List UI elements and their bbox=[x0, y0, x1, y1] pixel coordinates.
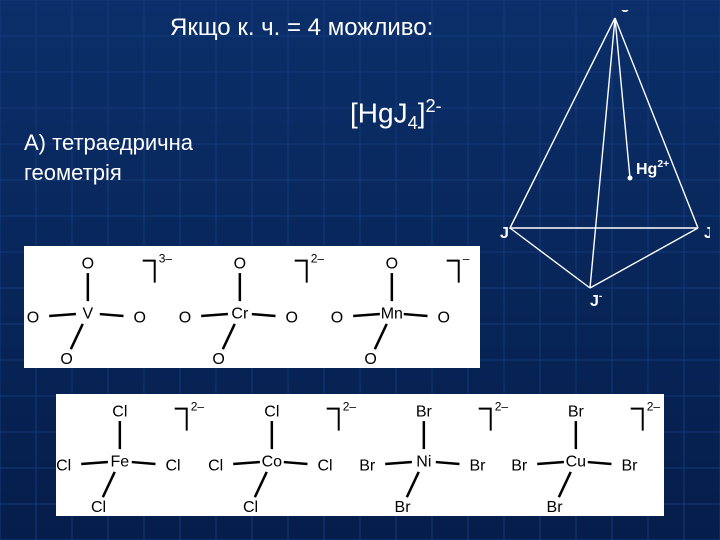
complex-formula: [HgJ4]2- bbox=[350, 96, 442, 134]
tetra-label-base_f: J- bbox=[590, 291, 603, 310]
halide-anion-row: Fe Cl Cl Cl Cl 2– Co Cl Cl Cl Cl 2– Ni Br Br Br Br 2– Cu Br… bbox=[56, 394, 664, 516]
svg-text:Cl: Cl bbox=[56, 457, 71, 474]
svg-text:Cu: Cu bbox=[566, 454, 586, 471]
svg-text:Br: Br bbox=[416, 404, 433, 421]
svg-text:Co: Co bbox=[262, 454, 283, 471]
svg-text:O: O bbox=[234, 256, 246, 273]
svg-text:Cl: Cl bbox=[264, 404, 279, 421]
svg-text:O: O bbox=[364, 351, 376, 368]
oxo-anion-row-item-v: V O O O O 3– bbox=[24, 246, 176, 368]
svg-text:O: O bbox=[437, 309, 449, 326]
tetra-label-base_r: J- bbox=[704, 223, 710, 242]
svg-text:Br: Br bbox=[360, 457, 376, 474]
tetra-label-center: Hg2+ bbox=[636, 159, 669, 178]
svg-text:2–: 2– bbox=[191, 400, 205, 414]
svg-text:–: – bbox=[463, 252, 470, 266]
svg-text:Cl: Cl bbox=[208, 457, 223, 474]
svg-text:Cl: Cl bbox=[165, 457, 180, 474]
halide-anion-row-item-fe: Fe Cl Cl Cl Cl 2– bbox=[56, 394, 208, 516]
tetrahedron-diagram: J- J- J- J- Hg2+ bbox=[480, 10, 710, 310]
svg-text:O: O bbox=[212, 351, 224, 368]
svg-text:2–: 2– bbox=[495, 400, 509, 414]
svg-text:V: V bbox=[83, 306, 94, 323]
halide-anion-row-item-ni: Ni Br Br Br Br 2– bbox=[360, 394, 512, 516]
svg-text:O: O bbox=[27, 309, 39, 326]
svg-text:Br: Br bbox=[469, 457, 486, 474]
svg-text:2–: 2– bbox=[343, 400, 357, 414]
svg-text:Br: Br bbox=[568, 404, 585, 421]
slide-title: Якщо к. ч. = 4 можливо: bbox=[170, 14, 433, 42]
svg-text:Fe: Fe bbox=[111, 454, 130, 471]
tetra-label-base_l: J- bbox=[500, 223, 513, 242]
svg-text:Br: Br bbox=[512, 457, 528, 474]
svg-text:2–: 2– bbox=[647, 400, 661, 414]
svg-text:O: O bbox=[133, 309, 145, 326]
oxo-anion-row: V O O O O 3– Cr O O O O 2– Mn O O O O – bbox=[24, 246, 480, 368]
halide-anion-row-item-co: Co Cl Cl Cl Cl 2– bbox=[208, 394, 360, 516]
svg-text:O: O bbox=[285, 309, 297, 326]
svg-text:Cl: Cl bbox=[317, 457, 332, 474]
svg-text:Br: Br bbox=[395, 499, 412, 516]
subheading: А) тетраедрична геометрія bbox=[24, 128, 193, 188]
tetra-label-apex: J- bbox=[621, 10, 634, 16]
svg-text:Cr: Cr bbox=[231, 306, 249, 323]
svg-text:Cl: Cl bbox=[112, 404, 127, 421]
svg-text:O: O bbox=[82, 256, 94, 273]
oxo-anion-row-item-cr: Cr O O O O 2– bbox=[176, 246, 328, 368]
slide: Якщо к. ч. = 4 можливо: А) тетраедрична г… bbox=[0, 0, 720, 540]
svg-text:O: O bbox=[331, 309, 343, 326]
svg-text:Br: Br bbox=[621, 457, 638, 474]
svg-text:Br: Br bbox=[547, 499, 564, 516]
oxo-anion-row-item-mn: Mn O O O O – bbox=[328, 246, 480, 368]
svg-text:Cl: Cl bbox=[91, 499, 106, 516]
svg-text:2–: 2– bbox=[311, 252, 325, 266]
svg-text:Ni: Ni bbox=[416, 454, 431, 471]
halide-anion-row-item-cu: Cu Br Br Br Br 2– bbox=[512, 394, 664, 516]
svg-text:O: O bbox=[179, 309, 191, 326]
svg-text:Cl: Cl bbox=[243, 499, 258, 516]
svg-text:O: O bbox=[386, 256, 398, 273]
svg-text:3–: 3– bbox=[159, 252, 173, 266]
svg-text:Mn: Mn bbox=[381, 306, 403, 323]
svg-text:O: O bbox=[60, 351, 72, 368]
